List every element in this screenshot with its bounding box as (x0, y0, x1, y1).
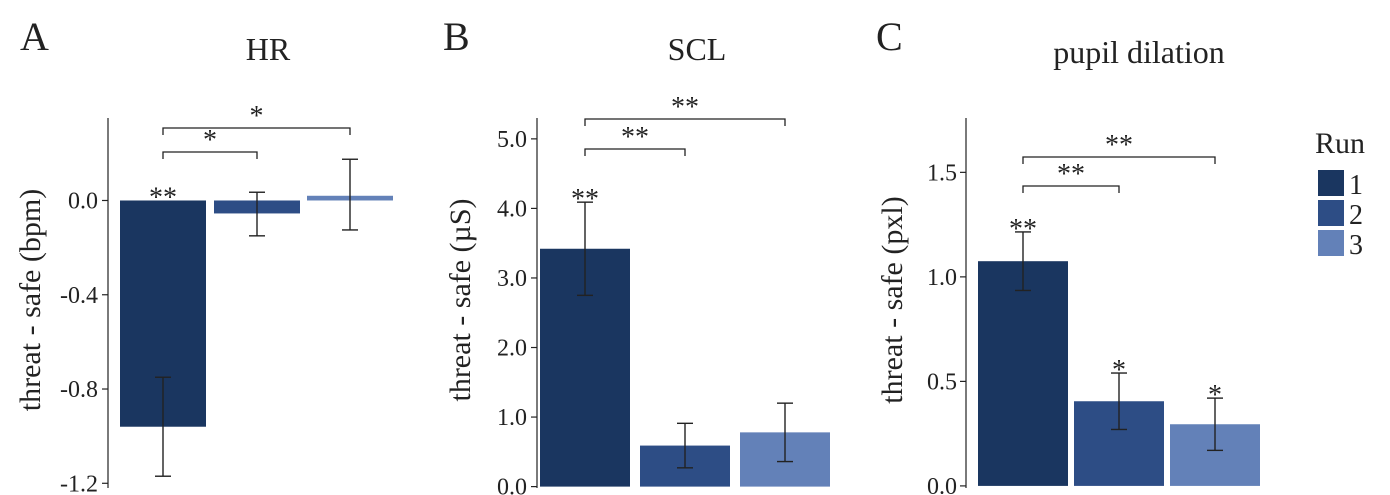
comparison-bracket (162, 151, 258, 159)
y-axis-label: threat - safe (bpm) (14, 189, 47, 411)
bar-run-1 (978, 261, 1068, 486)
y-tick-label: 2.0 (497, 336, 527, 362)
y-tick-label: 1.0 (497, 405, 527, 431)
panel-letter: B (443, 14, 470, 59)
legend-label: 3 (1349, 230, 1363, 261)
significance-label: * (1208, 380, 1222, 411)
legend-title: Run (1315, 127, 1365, 160)
y-tick-label: 5.0 (497, 127, 527, 153)
comparison-label: ** (671, 92, 699, 123)
y-tick-label: 3.0 (497, 266, 527, 292)
comparison-label: ** (1057, 159, 1085, 190)
comparison-bracket (1022, 185, 1120, 193)
significance-label: ** (149, 182, 177, 213)
y-tick-label: 1.5 (927, 160, 957, 186)
comparison-bracket (584, 118, 786, 126)
y-tick-label: 0.0 (927, 474, 957, 495)
comparison-bracket (1022, 156, 1216, 164)
y-tick-label: 0.5 (927, 369, 957, 395)
y-axis-label: threat - safe (pxl) (876, 196, 909, 403)
y-tick-label: 0.0 (497, 475, 527, 495)
legend-swatch-2 (1318, 200, 1344, 226)
legend-swatch-1 (1318, 170, 1344, 196)
panel-letter: C (876, 14, 903, 59)
y-axis-label: threat - safe (µS) (444, 198, 477, 401)
y-tick-label: -1.2 (60, 471, 98, 495)
chart-title: SCL (668, 31, 727, 67)
significance-label: * (1112, 355, 1126, 386)
chart-title: HR (246, 31, 291, 67)
y-tick-label: 1.0 (927, 265, 957, 291)
y-tick-label: -0.4 (60, 283, 98, 309)
significance-label: ** (571, 184, 599, 215)
comparison-label: * (250, 101, 264, 132)
comparison-label: ** (1105, 130, 1133, 161)
significance-label: ** (1009, 214, 1037, 245)
legend-label: 1 (1349, 170, 1363, 201)
legend-label: 2 (1349, 200, 1363, 231)
comparison-label: * (203, 125, 217, 156)
legend-swatch-3 (1318, 230, 1344, 256)
comparison-bracket (162, 127, 351, 135)
y-tick-label: 4.0 (497, 196, 527, 222)
y-tick-label: 0.0 (68, 188, 98, 214)
comparison-bracket (584, 148, 686, 156)
panel-letter: A (20, 14, 49, 59)
comparison-label: ** (621, 122, 649, 153)
y-tick-label: -0.8 (60, 377, 98, 403)
chart-title: pupil dilation (1053, 34, 1225, 70)
